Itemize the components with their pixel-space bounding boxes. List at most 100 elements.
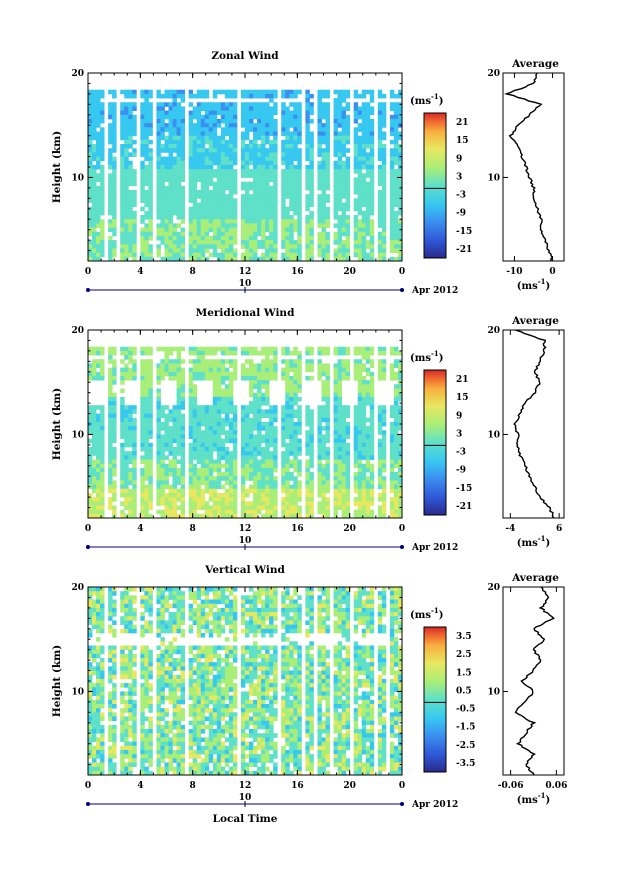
heatmap-cell [168,484,173,490]
heatmap-cell [369,160,375,166]
heatmap-cell [192,388,198,394]
heatmap-cell [196,451,202,456]
heatmap-cell [228,135,234,141]
heatmap-cell [200,189,206,195]
heatmap-cell [341,480,347,485]
heatmap-cell [357,210,363,216]
heatmap-cell [88,599,93,605]
heatmap-cell [253,89,258,95]
heatmap-cell [140,409,145,414]
heatmap-cell [156,484,161,490]
heatmap-cell [249,455,254,460]
heatmap-cell [132,198,137,203]
heatmap-cell [228,114,234,120]
heatmap-cell [128,472,133,477]
heatmap-cell [393,114,399,120]
heatmap-cell [144,110,149,116]
heatmap-cell [285,488,290,494]
heatmap-cell [188,426,194,431]
heatmap-cell [232,210,238,216]
heatmap-cell [341,417,347,423]
heatmap-cell [369,127,375,132]
heatmap-cell [357,110,363,116]
heatmap-cell [224,409,230,414]
heatmap-cell [281,206,286,212]
heatmap-cell [216,189,222,195]
heatmap-cell [188,206,194,212]
heatmap-cell [200,497,206,502]
heatmap-cell [120,223,125,228]
heatmap-cell [156,185,161,191]
heatmap-cell [253,152,258,157]
heatmap-cell [269,252,274,258]
heatmap-cell [124,127,129,132]
heatmap-cell [92,501,97,506]
heatmap-cell [273,219,278,224]
heatmap-cell [305,463,310,469]
heatmap-cell [140,359,145,364]
heatmap-cell [257,467,262,473]
heatmap-cell [240,106,246,111]
heatmap-cell [196,355,202,360]
heatmap-cell [309,169,314,174]
heatmap-cell [124,375,129,381]
heatmap-cell [108,210,113,216]
heatmap-cell [281,252,286,258]
heatmap-cell [240,509,246,515]
heatmap-cell [353,164,359,170]
heatmap-cell [164,405,169,410]
heatmap-cell [132,472,137,477]
heatmap-cell [297,384,302,389]
heatmap-cell [100,367,105,373]
heatmap-cell [148,189,153,195]
heatmap-cell [216,185,222,191]
heatmap-cell [305,421,310,427]
heatmap-cell [156,148,161,153]
heatmap-cell [257,371,262,377]
heatmap-cell [208,219,214,224]
heatmap-cell [361,181,367,187]
heatmap-cell [180,89,186,95]
heatmap-cell [325,451,330,456]
heatmap-cell [160,173,165,178]
heatmap-cell [337,413,343,419]
heatmap-cell [220,256,226,262]
heatmap-cell [164,476,169,481]
heatmap-cell [208,215,214,220]
heatmap-cell [176,417,181,423]
heatmap-cell [220,148,226,153]
heatmap-cell [293,455,298,460]
heatmap-cell [393,160,399,166]
heatmap-cell [393,346,399,352]
heatmap-cell [245,102,250,107]
heatmap-cell [144,472,149,477]
heatmap-cell [273,417,278,423]
heatmap-cell [265,472,270,477]
heatmap-cell [168,442,173,448]
heatmap-cell [369,476,375,481]
heatmap-cell [224,123,230,128]
heatmap-cell [341,459,347,465]
heatmap-cell [188,152,194,157]
heatmap-cell [273,189,278,195]
heatmap-cell [100,198,105,203]
heatmap-cell [325,185,330,191]
heatmap-cell [148,413,153,419]
heatmap-cell [196,359,202,364]
heatmap-cell [204,459,210,465]
heatmap-cell [389,488,395,494]
heatmap-cell [232,131,238,137]
heatmap-cell [156,231,161,237]
heatmap-cell [128,194,133,199]
heatmap-cell [269,438,274,444]
heatmap-cell [365,426,371,431]
heatmap-cell [172,235,177,241]
heatmap-cell [325,401,330,406]
heatmap-cell [321,160,326,166]
heatmap-cell [192,384,198,389]
heatmap-cell [196,123,202,128]
heatmap-cell [108,459,113,465]
heatmap-cell [132,492,137,498]
heatmap-cell [333,459,338,465]
heatmap-cell [92,189,97,195]
